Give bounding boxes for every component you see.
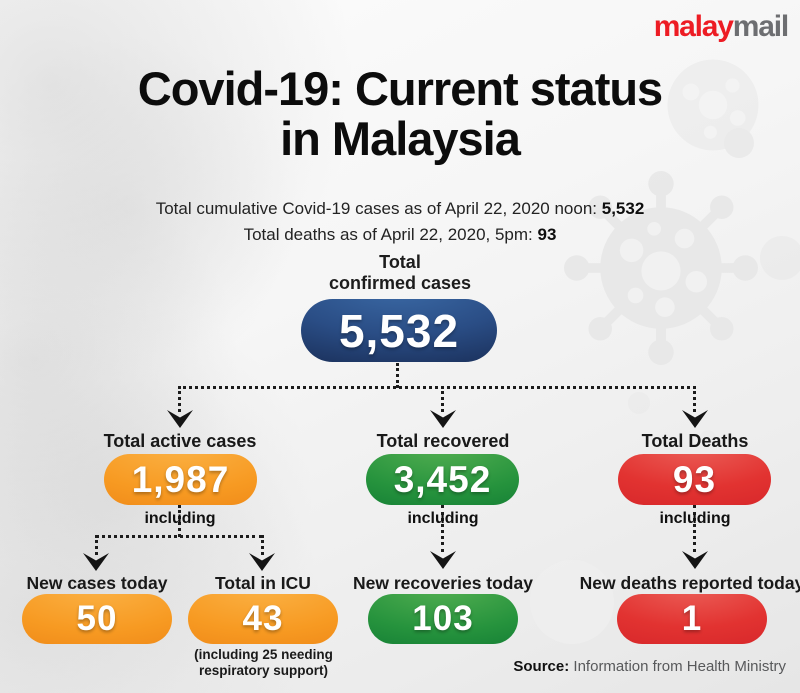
connector-line bbox=[178, 505, 181, 537]
connector-line bbox=[693, 505, 696, 552]
new-cases-label: New cases today bbox=[26, 573, 168, 593]
including-label-deaths: including bbox=[659, 510, 731, 527]
malaymail-logo: malaymail bbox=[653, 10, 790, 44]
background-dot bbox=[628, 392, 650, 414]
icu-note: (including 25 needing respiratory suppor… bbox=[194, 647, 333, 679]
subtitle-line1-value: 5,532 bbox=[601, 199, 645, 218]
connector-line bbox=[178, 386, 696, 389]
title-line2: in Malaysia bbox=[280, 112, 521, 166]
including-label-recovered: including bbox=[407, 510, 479, 527]
icu-pill: 43 bbox=[188, 594, 338, 644]
arrow-down-icon bbox=[430, 410, 456, 428]
subtitle-line1-text: Total cumulative Covid-19 cases as of Ap… bbox=[155, 199, 598, 218]
arrow-down-icon bbox=[682, 410, 708, 428]
subtitle-line2-text: Total deaths as of April 22, 2020, 5pm: bbox=[243, 225, 533, 245]
arrow-down-icon bbox=[83, 553, 109, 571]
arrow-down-icon bbox=[430, 551, 456, 569]
subtitle-line1: Total cumulative Covid-19 cases as of Ap… bbox=[0, 196, 800, 222]
connector-line bbox=[95, 535, 98, 555]
new-recoveries-value: 103 bbox=[412, 599, 474, 638]
subtitle-line2-value: 93 bbox=[537, 225, 557, 245]
icu-label: Total in ICU bbox=[215, 573, 311, 593]
recovered-value: 3,452 bbox=[393, 458, 492, 500]
total-confirmed-label: Total confirmed cases bbox=[0, 252, 800, 294]
connector-line bbox=[441, 505, 444, 552]
new-cases-value: 50 bbox=[76, 599, 118, 638]
including-label-active: including bbox=[144, 510, 216, 527]
icu-value: 43 bbox=[242, 599, 284, 638]
deaths-label: Total Deaths bbox=[641, 431, 749, 451]
recovered-pill: 3,452 bbox=[366, 454, 519, 505]
total-confirmed-pill: 5,532 bbox=[301, 299, 497, 362]
active-cases-pill: 1,987 bbox=[104, 454, 257, 505]
arrow-down-icon bbox=[167, 410, 193, 428]
deaths-pill: 93 bbox=[618, 454, 771, 505]
active-cases-value: 1,987 bbox=[131, 458, 230, 500]
new-deaths-value: 1 bbox=[681, 599, 703, 638]
connector-line bbox=[95, 535, 263, 538]
arrow-down-icon bbox=[249, 553, 275, 571]
active-cases-label: Total active cases bbox=[103, 431, 257, 451]
new-recoveries-pill: 103 bbox=[368, 594, 518, 644]
total-confirmed-label-line2: confirmed cases bbox=[328, 273, 472, 294]
source-text: Information from Health Ministry bbox=[573, 658, 786, 675]
deaths-value: 93 bbox=[672, 458, 717, 500]
recovered-label: Total recovered bbox=[376, 431, 510, 451]
connector-line bbox=[693, 386, 696, 412]
subtitle-line2: Total deaths as of April 22, 2020, 5pm: … bbox=[0, 222, 800, 248]
subtitle: Total cumulative Covid-19 cases as of Ap… bbox=[0, 196, 800, 249]
logo-red-text: malay bbox=[653, 10, 734, 43]
logo-gray-text: mail bbox=[732, 10, 789, 43]
page-title: Covid-19: Current status in Malaysia bbox=[0, 62, 800, 166]
connector-line bbox=[261, 535, 264, 555]
new-recoveries-label: New recoveries today bbox=[353, 573, 533, 593]
new-deaths-pill: 1 bbox=[617, 594, 767, 644]
new-cases-pill: 50 bbox=[22, 594, 172, 644]
connector-line bbox=[178, 386, 181, 412]
connector-line bbox=[396, 363, 399, 388]
total-confirmed-label-line1: Total bbox=[379, 252, 421, 272]
title-line1: Covid-19: Current status bbox=[137, 62, 663, 115]
total-confirmed-value: 5,532 bbox=[338, 304, 460, 357]
source-credit: Source: Information from Health Ministry bbox=[513, 658, 786, 675]
source-label: Source: bbox=[513, 658, 570, 675]
connector-line bbox=[441, 386, 444, 412]
arrow-down-icon bbox=[682, 551, 708, 569]
new-deaths-label: New deaths reported today bbox=[579, 573, 800, 593]
